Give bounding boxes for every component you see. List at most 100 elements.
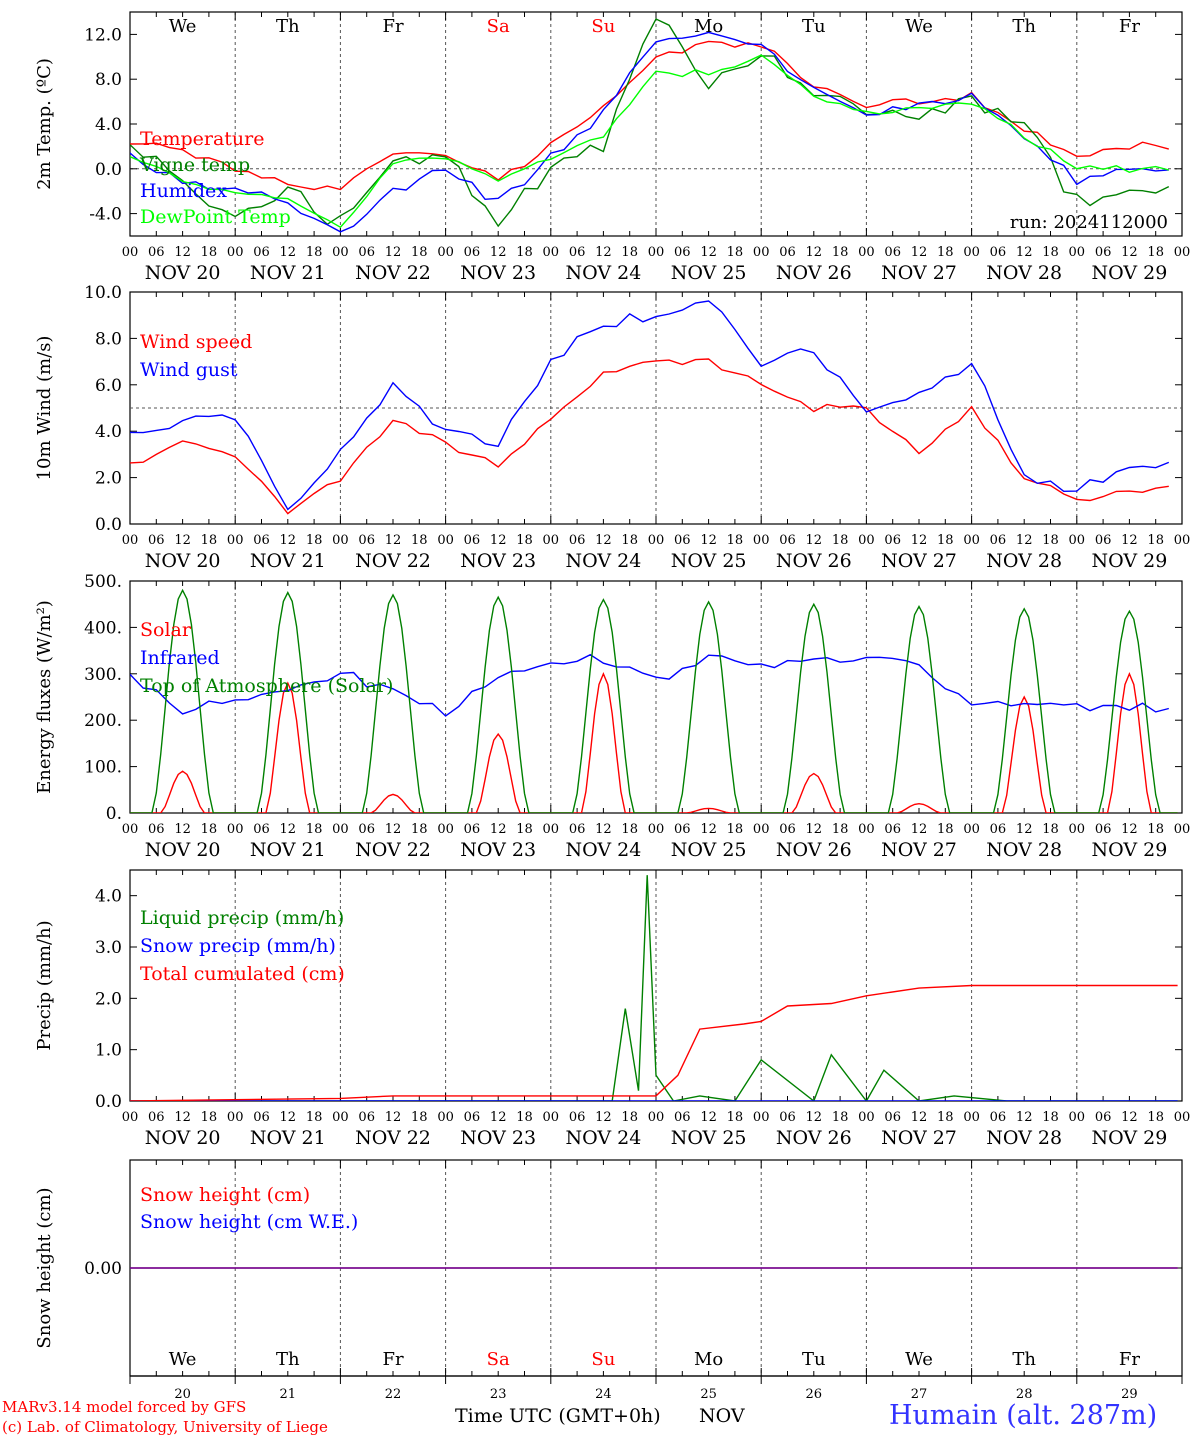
hour-tick-label: 12: [280, 245, 297, 260]
date-label: NOV 21: [250, 262, 326, 284]
y-tick-label: 12.0: [84, 25, 122, 45]
hour-tick-label: 00: [963, 1110, 980, 1125]
day-number-label: 28: [1016, 1387, 1033, 1402]
hour-tick-label: 00: [1069, 1110, 1086, 1125]
weekday-label: Su: [591, 16, 615, 37]
date-label: NOV 20: [145, 1127, 221, 1149]
hour-tick-label: 18: [937, 1110, 954, 1125]
hour-tick-label: 00: [1174, 1110, 1191, 1125]
hour-tick-label: 06: [358, 822, 375, 837]
hour-tick-label: 12: [595, 1110, 612, 1125]
y-axis-label: Energy fluxes (W/m²): [34, 600, 55, 794]
credits-line-2: (c) Lab. of Climatology, University of L…: [2, 1418, 328, 1436]
series-line-wind-gust: [130, 300, 1170, 511]
hour-tick-label: 18: [727, 822, 744, 837]
weekday-label: Tu: [802, 1349, 826, 1370]
hour-tick-label: 00: [753, 533, 770, 548]
run-label: run: 2024112000: [1010, 212, 1168, 233]
hour-tick-label: 06: [569, 1110, 586, 1125]
hour-tick-label: 00: [227, 1110, 244, 1125]
date-label: NOV 29: [1091, 1127, 1167, 1149]
weekday-label: Tu: [802, 16, 826, 37]
hour-tick-label: 00: [332, 822, 349, 837]
hour-tick-label: 18: [1042, 1110, 1059, 1125]
hour-tick-label: 12: [174, 245, 191, 260]
weekday-label: We: [905, 16, 933, 37]
weekday-label: Th: [276, 1349, 300, 1370]
y-tick-label: 0.0: [95, 160, 122, 180]
date-label: NOV 22: [355, 262, 431, 284]
hour-tick-label: 12: [1016, 533, 1033, 548]
date-label: NOV 29: [1091, 550, 1167, 572]
hour-tick-label: 06: [1095, 1110, 1112, 1125]
hour-tick-label: 00: [963, 245, 980, 260]
hour-tick-label: 18: [516, 533, 533, 548]
hour-tick-label: 06: [674, 822, 691, 837]
date-label: NOV 28: [986, 550, 1062, 572]
hour-tick-label: 18: [1147, 822, 1164, 837]
hour-tick-label: 06: [990, 822, 1007, 837]
legend-entry: Vigne temp: [139, 154, 250, 176]
series-line-temperature: [130, 40, 1169, 191]
hour-tick-label: 12: [595, 822, 612, 837]
hour-tick-label: 06: [253, 245, 270, 260]
hour-tick-label: 00: [332, 533, 349, 548]
hour-tick-label: 18: [832, 1110, 849, 1125]
hour-tick-label: 12: [911, 1110, 928, 1125]
hour-tick-label: 12: [490, 1110, 507, 1125]
date-label: NOV 25: [671, 550, 747, 572]
legend-entry: Snow precip (mm/h): [140, 935, 336, 957]
date-label: NOV 29: [1091, 839, 1167, 861]
hour-tick-label: 06: [990, 1110, 1007, 1125]
hour-tick-label: 00: [1069, 245, 1086, 260]
y-tick-label: 4.0: [95, 115, 122, 135]
hour-tick-label: 06: [569, 533, 586, 548]
hour-tick-label: 06: [674, 533, 691, 548]
weekday-label: Mo: [694, 1349, 723, 1370]
legend-entry: Infrared: [140, 647, 220, 669]
day-number-label: 27: [911, 1387, 928, 1402]
series-group: [130, 300, 1170, 515]
weekday-label: We: [169, 16, 197, 37]
hour-tick-label: 06: [779, 533, 796, 548]
hour-tick-label: 00: [858, 533, 875, 548]
hour-tick-label: 06: [1095, 822, 1112, 837]
hour-tick-label: 18: [832, 822, 849, 837]
day-number-label: 20: [174, 1387, 191, 1402]
date-label: NOV 28: [986, 262, 1062, 284]
date-label: NOV 21: [250, 550, 326, 572]
hour-tick-label: 18: [516, 822, 533, 837]
hour-tick-label: 12: [700, 245, 717, 260]
date-label: NOV 24: [565, 550, 641, 572]
hour-tick-label: 00: [858, 822, 875, 837]
hour-tick-label: 12: [174, 1110, 191, 1125]
hour-tick-label: 12: [385, 822, 402, 837]
hour-tick-label: 12: [1121, 1110, 1138, 1125]
legend-entry: Snow height (cm W.E.): [140, 1211, 358, 1233]
legend-entry: Humidex: [140, 180, 227, 202]
hour-tick-label: 06: [148, 245, 165, 260]
series-line-wind-speed: [130, 358, 1169, 515]
hour-tick-label: 06: [1095, 533, 1112, 548]
y-tick-label: 0.0: [95, 515, 122, 535]
hour-tick-label: 12: [385, 245, 402, 260]
hour-tick-label: 12: [595, 245, 612, 260]
hour-tick-label: 12: [490, 245, 507, 260]
hour-tick-label: 12: [1016, 822, 1033, 837]
weekday-label: Fr: [1119, 1349, 1140, 1370]
weekday-label: Fr: [382, 1349, 403, 1370]
hour-tick-label: 00: [437, 245, 454, 260]
legend-entry: Wind speed: [140, 331, 252, 353]
hour-tick-label: 18: [1147, 533, 1164, 548]
hour-tick-label: 00: [753, 245, 770, 260]
day-number-label: 26: [806, 1387, 823, 1402]
hour-tick-label: 00: [332, 245, 349, 260]
hour-tick-label: 12: [806, 1110, 823, 1125]
date-label: NOV 23: [460, 1127, 536, 1149]
y-axis-label: Precip (mm/h): [34, 920, 55, 1050]
hour-tick-label: 18: [621, 822, 638, 837]
date-label: NOV 29: [1091, 262, 1167, 284]
y-tick-label: 6.0: [95, 376, 122, 396]
hour-tick-label: 00: [1069, 533, 1086, 548]
